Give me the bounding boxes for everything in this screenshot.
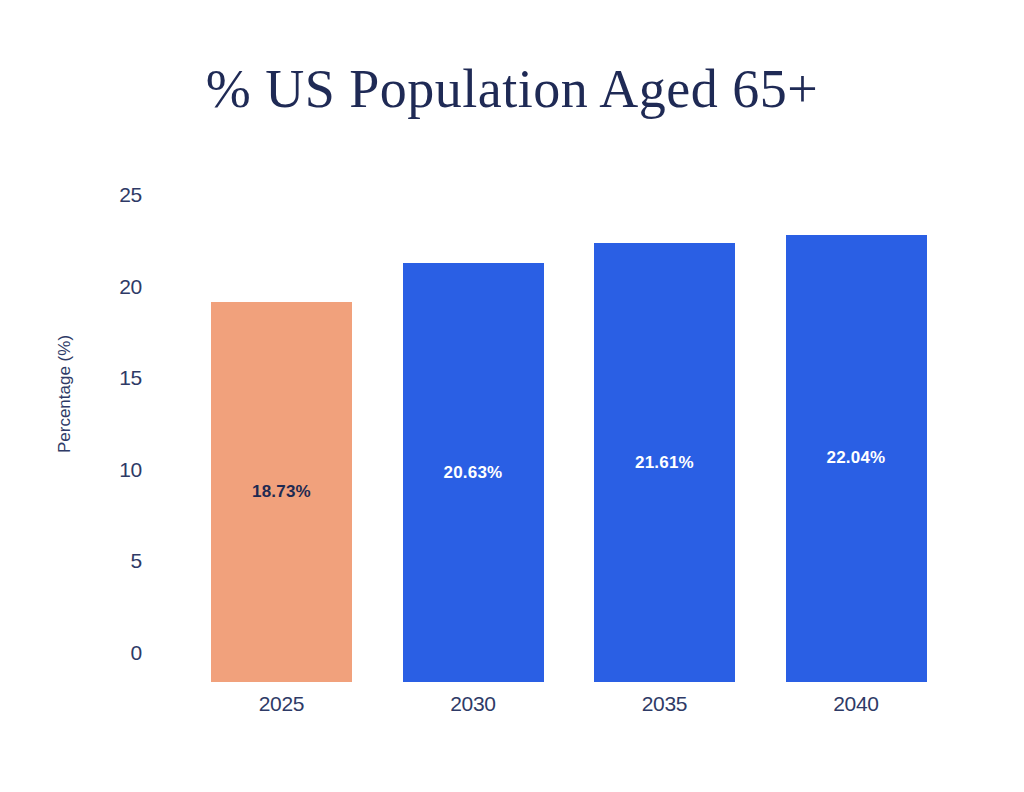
bar-2030: 20.63%	[403, 263, 544, 682]
y-axis-title: Percentage (%)	[55, 335, 75, 453]
x-axis-label: 2040	[833, 692, 879, 716]
bar-value-label: 18.73%	[252, 482, 311, 502]
bar-2025: 18.73%	[211, 302, 352, 682]
y-tick-label: 15	[119, 366, 142, 390]
x-axis-label: 2030	[450, 692, 496, 716]
y-tick-label: 10	[119, 458, 142, 482]
y-tick-label: 20	[119, 275, 142, 299]
bar-2035: 21.61%	[594, 243, 735, 682]
y-tick-label: 25	[119, 183, 142, 207]
y-tick-label: 0	[131, 641, 142, 665]
bar-value-label: 21.61%	[635, 453, 694, 473]
bar-value-label: 22.04%	[827, 448, 886, 468]
y-tick-label: 5	[131, 549, 142, 573]
bar-2040: 22.04%	[786, 235, 927, 682]
x-axis-label: 2025	[259, 692, 305, 716]
bar-value-label: 20.63%	[444, 463, 503, 483]
x-axis-label: 2035	[642, 692, 688, 716]
chart-title: % US Population Aged 65+	[0, 58, 1024, 120]
chart-page: % US Population Aged 65+ Percentage (%) …	[0, 0, 1024, 792]
